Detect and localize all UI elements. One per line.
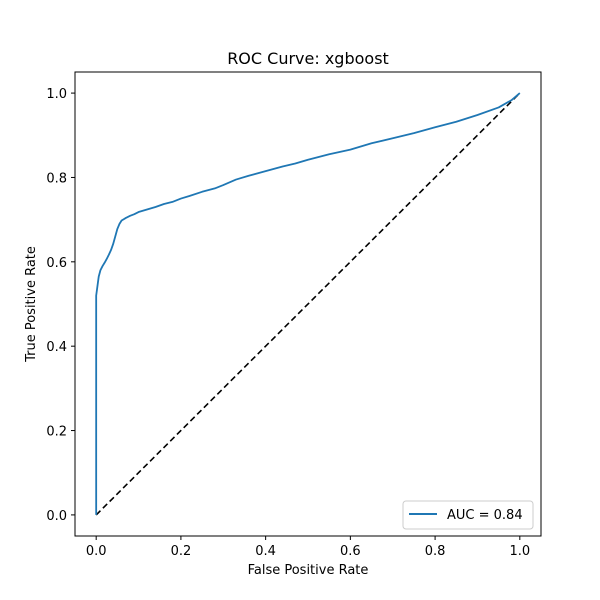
legend-frame bbox=[402, 500, 534, 530]
y-tick-label: 0.4 bbox=[46, 340, 67, 355]
plot-frame bbox=[74, 71, 542, 537]
y-tick-label: 0.6 bbox=[46, 256, 67, 271]
diagonal-reference-line bbox=[95, 92, 521, 516]
y-tick-label: 0.8 bbox=[46, 171, 67, 186]
y-tick-label: 0.0 bbox=[46, 509, 67, 524]
x-tick-label: 0.0 bbox=[86, 544, 107, 559]
y-tick-label: 0.2 bbox=[46, 425, 67, 440]
legend-label-auc: AUC = 0.84 bbox=[447, 508, 523, 523]
y-axis-label: True Positive Rate bbox=[24, 246, 39, 363]
x-tick-label: 1.0 bbox=[509, 544, 530, 559]
x-tick-label: 0.8 bbox=[425, 544, 446, 559]
x-tick-label: 0.2 bbox=[171, 544, 192, 559]
roc-curve-line bbox=[95, 92, 521, 515]
tick-layer: 0.0 0.2 0.4 0.6 0.8 1.0 0.0 0.2 0.4 0.6 0.8 1.0 bbox=[46, 87, 530, 559]
y-tick-label: 1.0 bbox=[46, 87, 67, 102]
x-axis-label: False Positive Rate bbox=[248, 563, 369, 578]
legend: AUC = 0.84 bbox=[402, 500, 534, 530]
x-tick-label: 0.6 bbox=[340, 544, 361, 559]
x-tick-label: 0.4 bbox=[255, 544, 276, 559]
chart-title: ROC Curve: xgboost bbox=[227, 49, 389, 68]
series-layer bbox=[95, 92, 521, 516]
